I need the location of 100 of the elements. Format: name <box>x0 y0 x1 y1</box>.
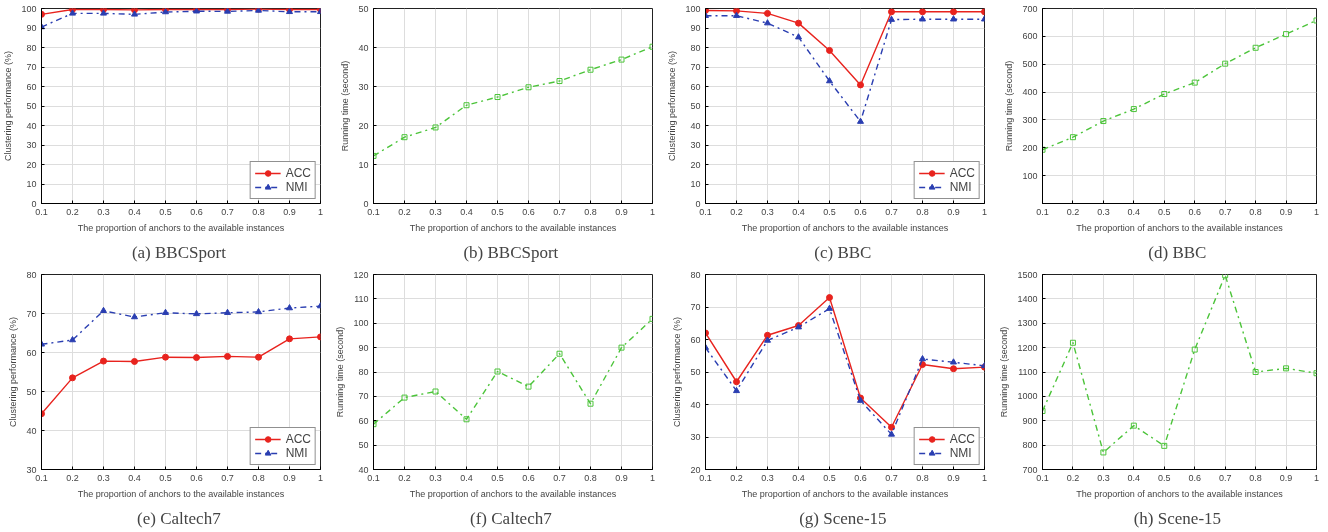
legend-label: ACC <box>285 166 311 180</box>
text: (d) BBC <box>1148 242 1207 262</box>
y-tick-label: 40 <box>690 399 701 410</box>
x-tick-label: 0.4 <box>128 472 141 483</box>
text: (c) BBC <box>814 242 872 262</box>
x-tick-label: 1 <box>982 206 988 217</box>
y-axis-title: Running time (second) <box>999 326 1010 418</box>
y-tick-label: 10 <box>26 179 37 189</box>
y-tick-label: 60 <box>690 81 701 92</box>
x-tick-label: 0.6 <box>522 206 535 217</box>
x-tick-label: 0.4 <box>1127 206 1141 217</box>
y-axis-title: Clustering performance (%) <box>8 316 19 428</box>
x-tick-label: 0.3 <box>761 472 774 483</box>
y-tick-label: 20 <box>358 120 369 131</box>
y-tick-label: 100 <box>21 3 37 14</box>
x-tick-label: 0.8 <box>584 206 597 217</box>
x-axis-title: The proportion of anchors to the available instances <box>409 488 617 499</box>
y-axis-title: Running time (second) <box>340 60 351 152</box>
y-tick-label: 80 <box>26 269 37 280</box>
x-tick-label: 0.9 <box>283 206 296 217</box>
x-tick-label: 0.9 <box>1279 206 1293 217</box>
x-tick-label: 0.8 <box>252 472 265 483</box>
x-tick-label: 0.1 <box>1036 472 1049 483</box>
y-tick-label: 40 <box>690 120 701 131</box>
y-tick-label: 70 <box>26 308 37 319</box>
y-tick-label: 200 <box>1022 142 1038 153</box>
y-tick-label: 80 <box>690 269 701 280</box>
x-tick-label: 0.3 <box>429 206 442 217</box>
y-axis-title: Clustering performance (%) <box>3 50 14 162</box>
x-tick-label: 0.4 <box>792 206 805 217</box>
y-tick-label: 900 <box>1022 415 1038 426</box>
x-tick-label: 0.4 <box>460 206 473 217</box>
x-tick-label: 0.5 <box>159 472 172 483</box>
x-tick-label: 1 <box>650 472 656 483</box>
x-tick-label: 1 <box>1314 206 1320 217</box>
y-tick-label: 80 <box>690 42 701 53</box>
x-tick-label: 0.9 <box>947 206 960 217</box>
y-tick-label: 80 <box>26 42 37 53</box>
y-tick-label: 30 <box>690 140 701 150</box>
x-tick-label: 1 <box>318 472 324 483</box>
y-tick-label: 700 <box>1022 3 1038 14</box>
y-tick-label: 1300 <box>1017 318 1038 329</box>
y-axis-title: Running time (second) <box>335 326 346 418</box>
y-tick-label: 1400 <box>1017 293 1038 304</box>
x-tick-label: 0.6 <box>522 472 535 483</box>
x-tick-label: 0.6 <box>854 472 867 483</box>
x-tick-label: 0.9 <box>615 206 628 217</box>
y-tick-label: 1000 <box>1017 391 1038 402</box>
y-tick-label: 500 <box>1022 59 1038 70</box>
x-tick-label: 0.3 <box>761 206 774 217</box>
y-tick-label: 1200 <box>1017 342 1038 353</box>
y-tick-label: 120 <box>353 269 369 280</box>
x-tick-label: 0.3 <box>429 472 442 483</box>
y-tick-label: 30 <box>26 140 37 150</box>
x-tick-label: 0.1 <box>367 206 380 217</box>
y-tick-label: 50 <box>690 367 701 377</box>
legend-label: NMI <box>949 446 972 460</box>
y-tick-label: 100 <box>1022 170 1038 181</box>
y-tick-label: 70 <box>690 62 701 72</box>
x-tick-label: 0.8 <box>1249 206 1262 217</box>
y-tick-label: 60 <box>26 347 37 358</box>
y-axis-title: Clustering performance (%) <box>667 50 678 162</box>
y-tick-label: 1100 <box>1018 367 1038 377</box>
y-tick-label: 100 <box>685 3 701 14</box>
text: (a) BBCSport <box>131 242 227 262</box>
x-tick-label: 0.3 <box>97 206 110 217</box>
x-tick-label: 0.7 <box>553 206 566 217</box>
y-tick-label: 50 <box>358 440 369 451</box>
x-tick-label: 0.9 <box>1279 472 1293 483</box>
x-tick-label: 0.5 <box>491 472 504 483</box>
x-tick-label: 0.8 <box>584 472 597 483</box>
x-tick-label: 0.5 <box>1158 206 1171 217</box>
x-tick-label: 1 <box>650 206 656 217</box>
x-axis-title: The proportion of anchors to the available instances <box>1076 488 1284 499</box>
x-axis-title: The proportion of anchors to the available instances <box>77 488 285 499</box>
y-tick-label: 30 <box>358 81 369 92</box>
y-tick-label: 90 <box>690 23 701 33</box>
y-tick-label: 0 <box>31 198 37 209</box>
x-tick-label: 0.6 <box>1188 206 1201 217</box>
x-tick-label: 0.6 <box>190 206 203 217</box>
x-tick-label: 0.2 <box>730 206 743 217</box>
x-tick-label: 0.7 <box>1218 206 1232 217</box>
y-axis-title: Clustering performance (%) <box>672 316 683 428</box>
y-tick-label: 40 <box>26 120 37 131</box>
x-tick-label: 0.2 <box>730 472 743 483</box>
x-tick-label: 0.1 <box>35 206 48 217</box>
y-tick-label: 50 <box>26 101 37 111</box>
x-tick-label: 0.4 <box>792 472 805 483</box>
x-tick-label: 0.1 <box>367 472 380 483</box>
x-tick-label: 0.3 <box>97 472 110 483</box>
x-tick-label: 0.7 <box>885 206 898 217</box>
y-tick-label: 40 <box>358 42 369 53</box>
y-tick-label: 40 <box>26 425 37 436</box>
x-tick-label: 1 <box>982 472 988 483</box>
legend-label: NMI <box>285 180 308 194</box>
legend-label: ACC <box>949 166 975 180</box>
text: (f) Caltech7 <box>470 508 553 528</box>
y-axis-title: Running time (second) <box>1004 60 1015 152</box>
x-tick-label: 0.5 <box>491 206 504 217</box>
x-axis-title: The proportion of anchors to the available instances <box>77 222 285 233</box>
